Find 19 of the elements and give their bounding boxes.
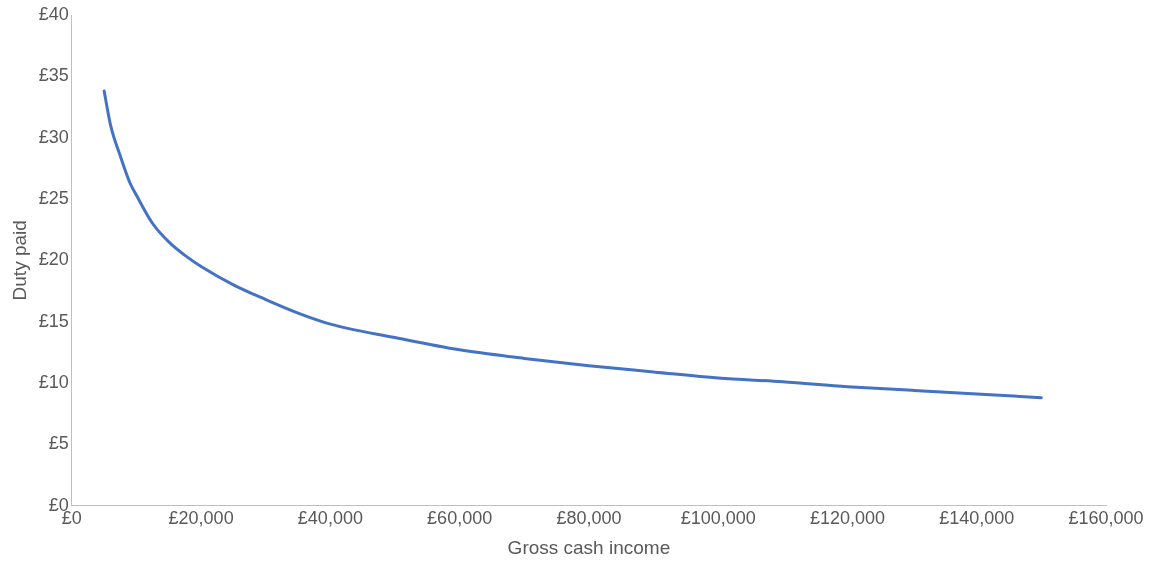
y-tick-label: £5 (48, 433, 69, 454)
line-series (102, 89, 1043, 400)
y-tick-label: £20 (38, 249, 69, 270)
x-axis-title: Gross cash income (507, 536, 671, 558)
y-tick-label: £10 (38, 371, 69, 392)
x-tick-label: £20,000 (168, 508, 234, 529)
y-tick-label: £40 (38, 3, 69, 24)
x-tick-label: £120,000 (809, 508, 885, 529)
x-tick-label: £40,000 (297, 508, 363, 529)
x-tick-label: £160,000 (1068, 508, 1144, 529)
x-tick-label: £80,000 (556, 508, 622, 529)
y-tick-label: £35 (38, 65, 69, 86)
y-tick-label: £25 (38, 187, 69, 208)
y-tick-label: £30 (38, 126, 69, 147)
y-axis-title: Duty paid (8, 220, 30, 301)
y-tick-label: £15 (38, 310, 69, 331)
x-tick-label: £100,000 (680, 508, 756, 529)
x-tick-label: £140,000 (939, 508, 1015, 529)
x-tick-label: £60,000 (427, 508, 493, 529)
